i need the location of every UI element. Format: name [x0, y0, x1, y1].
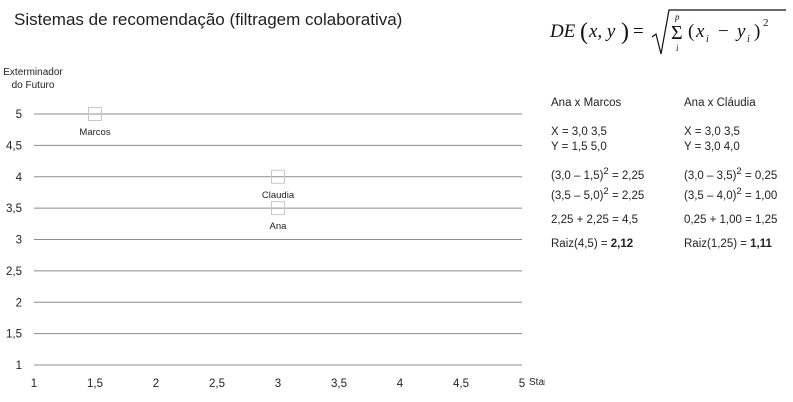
formula-term-x: x [695, 21, 705, 42]
formula-sum-lower: i [676, 43, 679, 53]
x-tick-label: 3 [275, 378, 281, 390]
x-tick-label: 5 [519, 378, 525, 390]
y-tick-label: 1 [16, 360, 22, 372]
y-tick-label: 3 [16, 235, 22, 247]
formula-args: x, y [588, 21, 616, 42]
y-tick-label: 4 [16, 172, 23, 184]
x-tick-label: 1,5 [87, 378, 103, 390]
y-tick-label: 1,5 [6, 329, 22, 341]
sum-of-squares: 2,25 + 2,25 = 4,5 [551, 213, 638, 226]
comparison-heading: Ana x Marcos [551, 97, 622, 109]
y-tick-label: 5 [16, 109, 22, 121]
data-label-marcos: Marcos [79, 127, 110, 138]
data-points: Marcos Claudia Ana [79, 107, 295, 232]
distance-result: Raiz(4,5) = 2,12 [551, 237, 634, 250]
formula-term-y: y [735, 21, 746, 42]
grid-lines [34, 113, 522, 366]
y-axis-label: Exterminador [3, 67, 63, 78]
formula-sum-upper: p [674, 12, 680, 22]
y-tick-labels: 1 1,5 2 2,5 3 3,5 4 4,5 5 [6, 109, 23, 372]
data-point-ana [271, 201, 285, 216]
x-vector: X = 3,0 3,5 [684, 126, 740, 138]
comparison-ana-claudia: Ana x Cláudia X = 3,0 3,5 Y = 3,0 4,0 (3… [684, 96, 777, 252]
squared-diff-1: (3,0 – 1,5)2 = 2,25 [551, 166, 645, 182]
svg-text:): ) [754, 21, 760, 42]
x-tick-label: 3,5 [331, 378, 347, 390]
x-tick-label: 4 [397, 378, 404, 390]
x-tick-label: 4,5 [453, 378, 469, 390]
y-vector: Y = 1,5 5,0 [551, 141, 607, 153]
formula-sub-x: i [706, 34, 709, 45]
data-label-claudia: Claudia [262, 190, 295, 201]
y-tick-label: 4,5 [6, 140, 22, 152]
slide-title: Sistemas de recomendação (filtragem cola… [14, 10, 403, 29]
sum-of-squares: 0,25 + 1,00 = 1,25 [684, 213, 778, 226]
y-axis-label-line-2: do Futuro [12, 80, 55, 91]
y-tick-label: 2 [16, 297, 22, 309]
svg-text:−: − [718, 21, 729, 42]
x-tick-label: 1 [31, 378, 37, 390]
euclidean-distance-formula: DE ( x, y ) = p Σ i ( x i − y i ) 2 [549, 9, 786, 55]
svg-text:(: ( [580, 19, 588, 45]
formula-power: 2 [763, 17, 769, 29]
y-tick-label: 2,5 [6, 266, 22, 278]
formula-sub-y: i [747, 34, 750, 45]
y-tick-label: 3,5 [6, 203, 22, 215]
data-point-claudia [271, 169, 285, 184]
data-point-marcos [88, 107, 102, 121]
rating-scatter-chart: 1 1,5 2 2,5 3 3,5 4 4,5 5 1 1,5 2 2,5 3 3,5 4 4,5 5 Marc… [3, 67, 545, 390]
distance-result: Raiz(1,25) = 1,11 [684, 237, 772, 250]
comparison-ana-marcos: Ana x Marcos X = 3,0 3,5 Y = 1,5 5,0 (3,… [551, 96, 644, 252]
svg-text:(: ( [688, 21, 694, 42]
x-tick-labels: 1 1,5 2 2,5 3 3,5 4 4,5 5 [31, 378, 525, 390]
svg-text:Σ: Σ [671, 22, 683, 44]
comparison-heading: Ana x Cláudia [684, 97, 756, 109]
formula-lhs: DE [549, 21, 576, 42]
squared-diff-2: (3,5 – 5,0)2 = 2,25 [551, 185, 645, 202]
svg-text:=: = [633, 21, 644, 42]
x-vector: X = 3,0 3,5 [551, 126, 607, 138]
squared-diff-2: (3,5 – 4,0)2 = 1,00 [684, 185, 778, 202]
x-tick-label: 2,5 [209, 378, 225, 390]
y-vector: Y = 3,0 4,0 [684, 141, 740, 153]
x-tick-label: 2 [153, 378, 159, 390]
x-axis-label: Star Trek [529, 377, 545, 388]
data-label-ana: Ana [270, 221, 288, 232]
svg-text:): ) [621, 19, 629, 45]
squared-diff-1: (3,0 – 3,5)2 = 0,25 [684, 166, 778, 182]
